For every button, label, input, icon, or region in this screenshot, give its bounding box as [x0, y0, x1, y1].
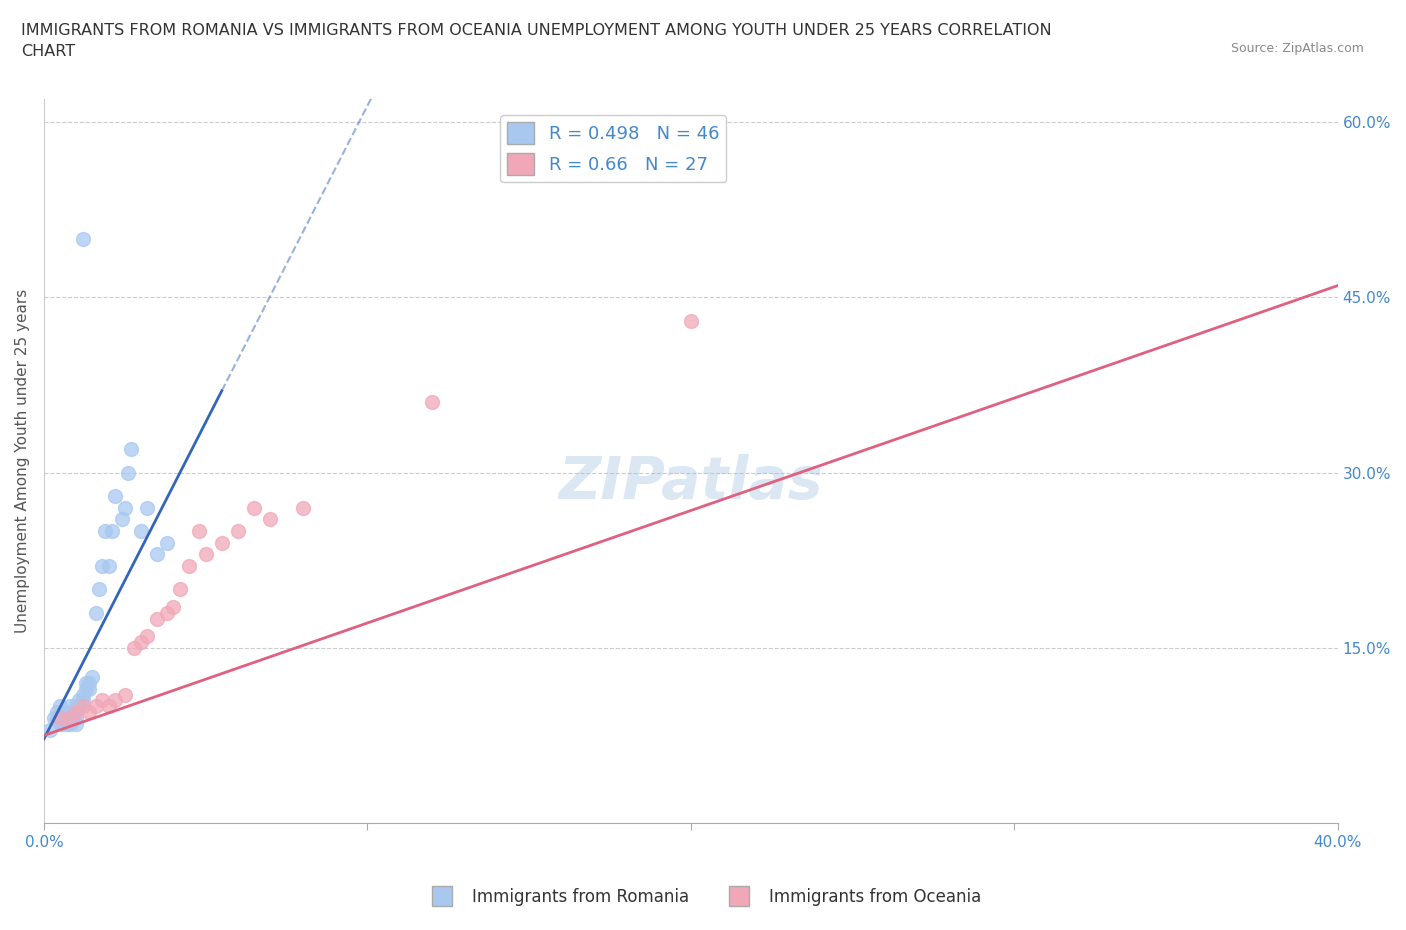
Point: [72, 693, 94, 708]
Point: [55, 705, 77, 720]
Point: [52, 705, 75, 720]
Point: [45, 705, 67, 720]
Point: [226, 524, 249, 538]
Point: [69, 693, 91, 708]
Point: [91, 693, 114, 708]
Point: [55, 716, 77, 731]
Point: [62, 705, 84, 720]
Point: [45, 711, 67, 725]
Legend: R = 0.498   N = 46, R = 0.66   N = 27: R = 0.498 N = 46, R = 0.66 N = 27: [501, 115, 727, 182]
Point: [65, 711, 87, 725]
Point: [188, 524, 211, 538]
Point: [82, 670, 104, 684]
Point: [114, 687, 136, 702]
Point: [59, 698, 82, 713]
Point: [69, 698, 91, 713]
Point: [77, 675, 100, 690]
Text: Source: ZipAtlas.com: Source: ZipAtlas.com: [1230, 42, 1364, 55]
Point: [72, 232, 94, 246]
Point: [211, 536, 233, 551]
Point: [124, 641, 146, 656]
Point: [91, 559, 114, 574]
Point: [136, 629, 159, 644]
Point: [146, 547, 169, 562]
Point: [104, 488, 127, 503]
Point: [104, 693, 127, 708]
Point: [114, 500, 136, 515]
Point: [291, 500, 314, 515]
Point: [146, 611, 169, 626]
Point: [52, 716, 75, 731]
Point: [162, 600, 184, 615]
Y-axis label: Unemployment Among Youth under 25 years: Unemployment Among Youth under 25 years: [15, 289, 30, 633]
Point: [259, 512, 281, 526]
Point: [75, 675, 97, 690]
Point: [156, 605, 179, 620]
Point: [62, 711, 84, 725]
Point: [59, 711, 82, 725]
Point: [77, 682, 100, 697]
Point: [49, 711, 72, 725]
Point: [94, 524, 117, 538]
Point: [49, 711, 72, 725]
Point: [77, 705, 100, 720]
Point: [110, 512, 132, 526]
Point: [169, 582, 191, 597]
Point: [49, 698, 72, 713]
Point: [101, 524, 124, 538]
Point: [42, 711, 65, 725]
Point: [55, 711, 77, 725]
Point: [84, 605, 107, 620]
Point: [117, 465, 139, 480]
Point: [39, 723, 62, 737]
Point: [120, 442, 142, 457]
Point: [75, 682, 97, 697]
Legend: Immigrants from Romania, Immigrants from Oceania: Immigrants from Romania, Immigrants from…: [419, 881, 987, 912]
Text: IMMIGRANTS FROM ROMANIA VS IMMIGRANTS FROM OCEANIA UNEMPLOYMENT AMONG YOUTH UNDE: IMMIGRANTS FROM ROMANIA VS IMMIGRANTS FR…: [21, 23, 1052, 60]
Point: [420, 395, 443, 410]
Point: [129, 634, 152, 649]
Point: [59, 711, 82, 725]
Point: [65, 705, 87, 720]
Point: [49, 716, 72, 731]
Point: [72, 698, 94, 713]
Point: [179, 559, 201, 574]
Point: [87, 582, 110, 597]
Point: [97, 698, 120, 713]
Point: [679, 313, 702, 328]
Point: [65, 698, 87, 713]
Point: [84, 698, 107, 713]
Point: [156, 536, 179, 551]
Point: [129, 524, 152, 538]
Point: [59, 716, 82, 731]
Point: [243, 500, 266, 515]
Point: [194, 547, 217, 562]
Point: [97, 559, 120, 574]
Point: [65, 716, 87, 731]
Text: ZIPatlas: ZIPatlas: [558, 454, 823, 512]
Point: [72, 687, 94, 702]
Point: [52, 711, 75, 725]
Point: [136, 500, 159, 515]
